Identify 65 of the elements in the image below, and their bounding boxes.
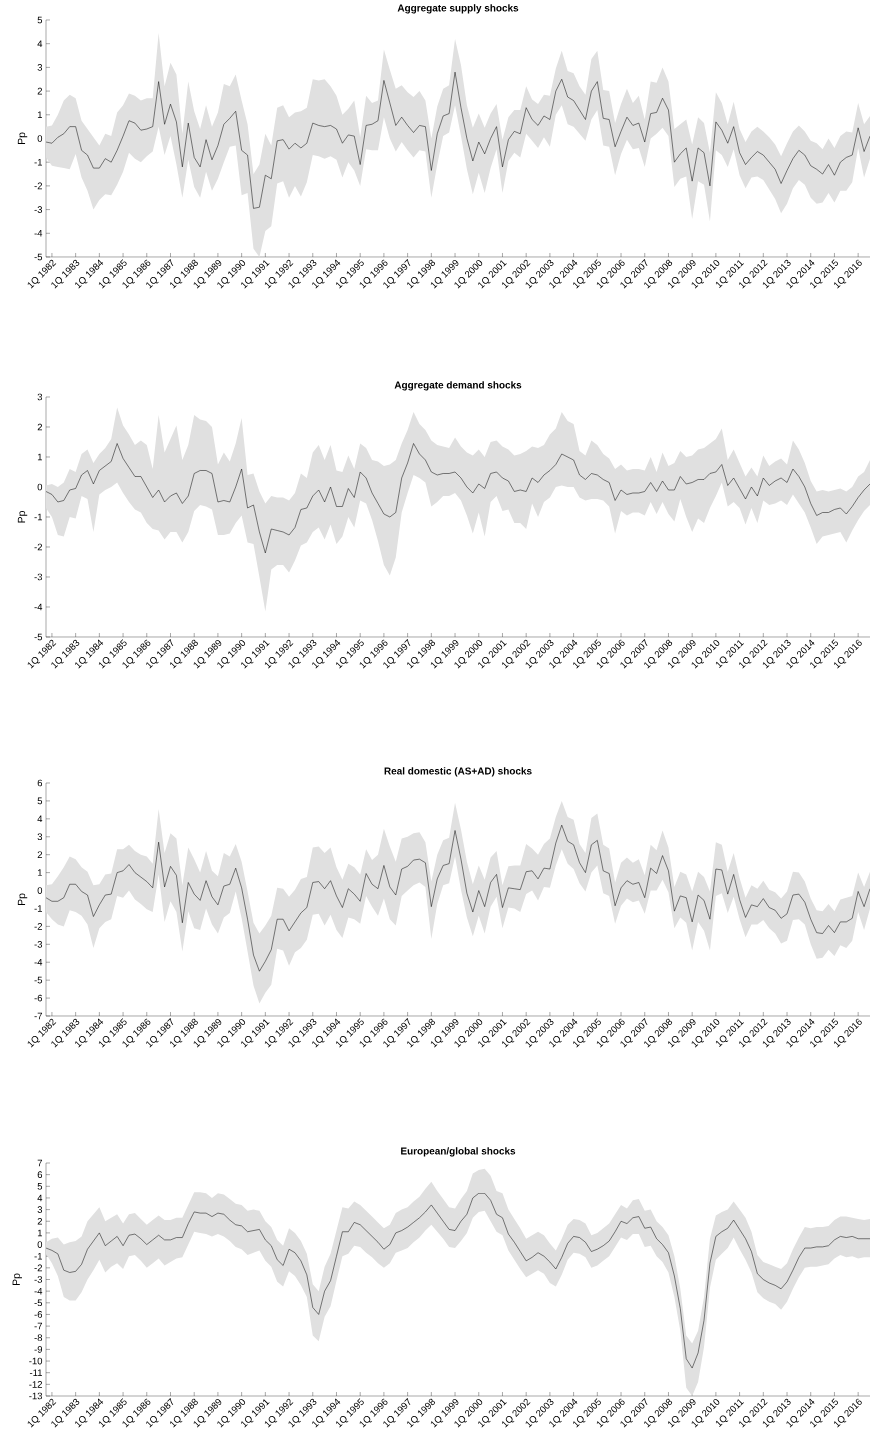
y-tick-label: -7 xyxy=(34,1012,43,1020)
line-series xyxy=(46,824,871,972)
y-tick-label: -12 xyxy=(29,1381,43,1388)
y-tick-label: 3 xyxy=(37,393,43,401)
y-tick-label: -11 xyxy=(29,1369,43,1376)
y-tick-label: 6 xyxy=(37,1171,43,1178)
y-tick-label: 7 xyxy=(37,1159,43,1167)
y-tick-label: 1 xyxy=(37,869,43,876)
y-tick-label: -4 xyxy=(34,603,43,611)
chart-title: Real domestic (AS+AD) shocks xyxy=(384,767,532,777)
line-series xyxy=(46,71,871,209)
y-tick-label: -13 xyxy=(29,1392,43,1400)
y-tick-label: -1 xyxy=(34,158,43,166)
y-tick-label: -7 xyxy=(34,1322,43,1330)
y-tick-label: 0 xyxy=(37,887,43,894)
y-tick-label: 5 xyxy=(37,1182,43,1190)
y-tick-label: 2 xyxy=(37,851,43,858)
y-tick-label: 1 xyxy=(37,453,43,461)
y-tick-label: 0 xyxy=(37,1241,43,1248)
y-tick-label: -8 xyxy=(34,1334,43,1342)
chart-title: Aggregate demand shocks xyxy=(394,381,522,391)
chart-title: European/global shocks xyxy=(401,1147,516,1157)
y-tick-label: 2 xyxy=(37,1217,43,1225)
y-axis-title: Pp xyxy=(17,511,28,523)
y-tick-label: -4 xyxy=(34,958,43,966)
y-tick-label: -5 xyxy=(34,633,43,641)
y-tick-label: 4 xyxy=(37,815,43,823)
y-tick-label: 3 xyxy=(37,1206,43,1213)
y-tick-label: 2 xyxy=(37,423,43,431)
y-tick-label: -9 xyxy=(34,1346,43,1353)
y-tick-label: -2 xyxy=(34,923,43,930)
y-axis-title: Pp xyxy=(12,1273,22,1286)
y-tick-label: 6 xyxy=(37,779,43,787)
chart-title: Aggregate supply shocks xyxy=(397,4,519,14)
y-tick-label: -10 xyxy=(29,1357,43,1365)
y-tick-label: 1 xyxy=(37,1229,43,1237)
y-axis-title: Pp xyxy=(17,132,28,145)
y-axis-title: Pp xyxy=(17,893,28,906)
y-tick-label: -2 xyxy=(34,182,43,190)
y-tick-label: -5 xyxy=(34,253,43,261)
y-tick-label: -5 xyxy=(34,1299,43,1307)
y-tick-label: 4 xyxy=(37,40,43,47)
y-tick-label: 3 xyxy=(37,833,43,841)
y-tick-label: -2 xyxy=(34,1264,43,1272)
y-tick-label: 4 xyxy=(37,1194,43,1202)
y-tick-label: 1 xyxy=(37,111,43,119)
y-tick-label: -6 xyxy=(34,994,43,1002)
y-tick-label: -2 xyxy=(34,543,43,551)
y-tick-label: -1 xyxy=(34,1252,43,1260)
y-tick-label: -1 xyxy=(34,905,43,912)
y-tick-label: 5 xyxy=(37,16,43,24)
y-tick-label: -3 xyxy=(34,940,43,948)
y-tick-label: -3 xyxy=(34,1276,43,1283)
y-tick-label: 0 xyxy=(37,483,43,491)
y-tick-label: -5 xyxy=(34,976,43,984)
y-tick-label: 0 xyxy=(37,135,43,142)
y-tick-label: -4 xyxy=(34,230,43,237)
y-tick-label: -6 xyxy=(34,1311,43,1318)
y-tick-label: -4 xyxy=(34,1287,43,1295)
y-tick-label: -1 xyxy=(34,513,43,521)
y-tick-label: -3 xyxy=(34,206,43,213)
y-tick-label: 3 xyxy=(37,64,43,71)
y-tick-label: 2 xyxy=(37,87,43,95)
y-tick-label: -3 xyxy=(34,573,43,581)
y-tick-label: 5 xyxy=(37,797,43,805)
